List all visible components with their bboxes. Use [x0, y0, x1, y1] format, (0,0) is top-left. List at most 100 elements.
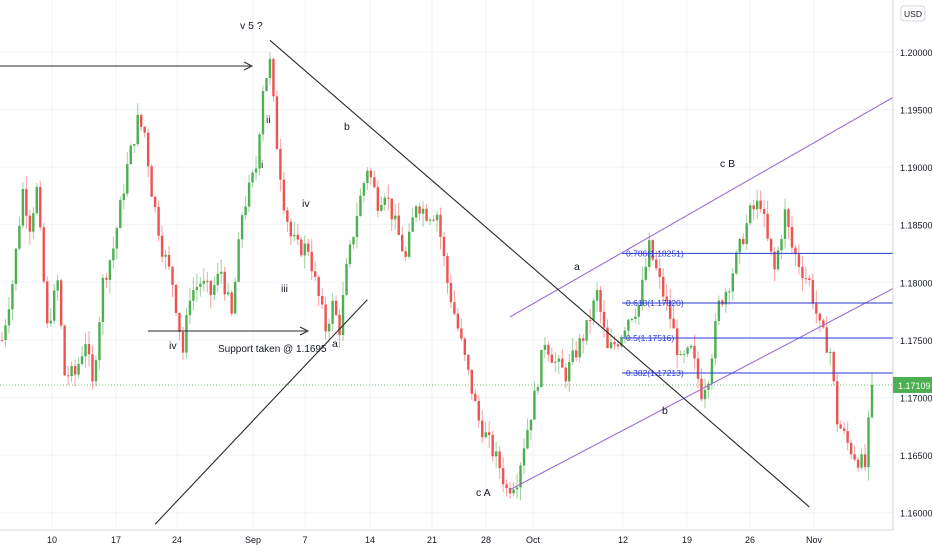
candle-body [195, 286, 199, 290]
candle-body [571, 350, 574, 363]
candle-body [623, 330, 627, 337]
candle-body [529, 419, 533, 431]
candle-body [557, 358, 560, 362]
candle-body [296, 234, 299, 240]
candle-body [345, 264, 348, 295]
y-tick-label: 1.20000 [900, 48, 932, 58]
candle-body [18, 225, 21, 249]
candle-body [766, 213, 769, 239]
candle-body [735, 252, 738, 274]
top-arrow-head [243, 61, 254, 71]
x-tick-label: 26 [745, 535, 755, 545]
candle-body [703, 389, 707, 400]
x-tick-label: 17 [111, 535, 121, 545]
candle-body [320, 296, 324, 305]
x-tick-label: 24 [172, 535, 182, 545]
y-tick-label: 1.17000 [900, 394, 932, 404]
x-tick-label: Sep [245, 535, 261, 545]
candle-body [550, 354, 554, 363]
candle-body [797, 254, 801, 267]
candle-body [7, 309, 11, 326]
candles [0, 52, 874, 501]
candle-body [397, 215, 400, 235]
candle-body [122, 193, 125, 201]
candle-body [115, 228, 119, 249]
candle-body [334, 300, 338, 315]
candle-body [783, 209, 787, 239]
wave-label: a [332, 338, 338, 350]
candle-body [157, 207, 160, 236]
candle-body [150, 166, 153, 197]
currency-badge[interactable]: USD [900, 5, 926, 22]
trendline-up [154, 299, 368, 525]
candle-body [348, 244, 352, 265]
candle-body [73, 366, 77, 375]
support-arrow-head [299, 326, 310, 336]
wave-label: b [344, 121, 350, 133]
candle-body [581, 338, 585, 341]
wave-label: c B [720, 158, 735, 170]
candle-body [762, 209, 766, 214]
candle-body [202, 280, 206, 284]
candle-body [776, 250, 780, 270]
candle-body [679, 354, 682, 356]
candle-body [637, 305, 641, 317]
candle-body [710, 358, 714, 384]
candle-body [240, 215, 244, 240]
wave-label: v 5 ? [240, 20, 263, 32]
candle-body [432, 219, 435, 221]
fib-level-label: 0.5(1.17516) [626, 333, 674, 343]
y-tick-label: 1.19500 [900, 105, 932, 115]
candle-body [129, 145, 132, 165]
candle-body [282, 179, 286, 211]
candle-body [613, 342, 616, 345]
candle-body [665, 296, 668, 301]
candle-body [717, 300, 721, 321]
x-tick-label: Oct [526, 535, 541, 545]
candle-body [602, 311, 606, 328]
wave-label: a [574, 261, 580, 273]
candle-body [533, 390, 536, 420]
candle-body [268, 58, 272, 79]
candle-body [811, 280, 815, 304]
wave-label: iii [281, 283, 288, 295]
candle-body [66, 375, 70, 377]
candle-body [254, 168, 258, 173]
candle-body [387, 197, 390, 199]
candle-body [108, 260, 112, 280]
candle-body [167, 254, 171, 267]
x-tick-label: 7 [302, 535, 307, 545]
candle-body [505, 484, 508, 489]
candle-body [279, 149, 282, 180]
candle-body [547, 344, 550, 355]
candle-body [658, 268, 661, 277]
candle-body [867, 417, 870, 468]
candle-body [411, 217, 414, 232]
candle-body [815, 303, 818, 314]
candle-body [651, 240, 654, 260]
candle-body [119, 200, 122, 229]
candle-body [728, 291, 731, 293]
candle-body [314, 271, 317, 277]
candle-body [143, 126, 146, 133]
candle-body [836, 381, 839, 425]
candle-body [863, 454, 867, 468]
candle-body [808, 278, 811, 281]
wave-label: b [662, 405, 668, 417]
candle-body [731, 273, 734, 292]
candle-body [825, 327, 828, 353]
candle-body [554, 361, 557, 363]
candle-body [714, 320, 717, 359]
candle-body [829, 351, 832, 353]
candle-body [630, 318, 634, 320]
axes [0, 0, 894, 531]
candle-body [251, 172, 254, 183]
candle-body [359, 195, 362, 216]
candle-body [421, 208, 425, 214]
candle-body [362, 183, 366, 196]
candle-body [49, 320, 52, 324]
candle-body [352, 237, 355, 245]
axis-ticks: 1.20000 1.19500 1.19000 1.18500 1.18000 1.175… [47, 48, 932, 545]
candle-body [230, 292, 233, 314]
candle-body [522, 448, 526, 466]
